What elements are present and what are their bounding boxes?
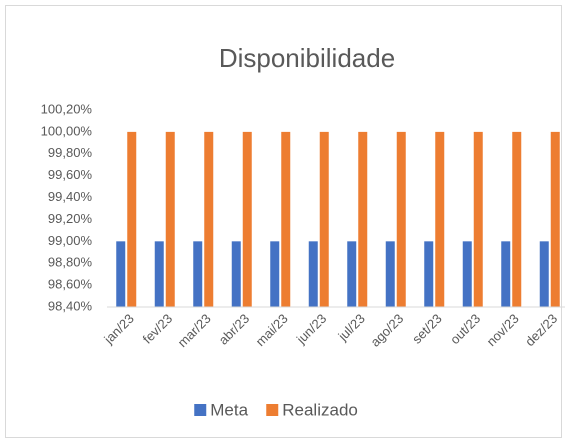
y-tick-label: 100,20% <box>41 101 93 116</box>
bar <box>281 131 291 307</box>
bar <box>193 241 203 307</box>
bar <box>127 131 137 307</box>
legend-swatch <box>194 404 207 416</box>
legend-swatch <box>266 404 279 416</box>
y-tick-label: 99,80% <box>48 145 93 160</box>
bar <box>154 241 164 307</box>
bar <box>270 241 280 307</box>
bar <box>435 131 445 307</box>
bar <box>385 241 395 307</box>
bar <box>319 131 329 307</box>
bar <box>539 241 549 307</box>
legend-label: Realizado <box>282 400 358 419</box>
y-tick-label: 99,00% <box>48 233 93 248</box>
legend-label: Meta <box>210 400 248 419</box>
y-tick-label: 99,20% <box>48 211 93 226</box>
bar <box>231 241 241 307</box>
y-tick-label: 98,40% <box>48 298 93 313</box>
bar <box>473 131 483 307</box>
bar <box>358 131 368 307</box>
chart-title: Disponibilidade <box>219 43 395 73</box>
bar <box>242 131 252 307</box>
bar <box>308 241 318 307</box>
y-tick-label: 100,00% <box>41 123 93 138</box>
bar <box>396 131 406 307</box>
y-tick-label: 98,80% <box>48 255 93 270</box>
bar <box>512 131 522 307</box>
bar <box>501 241 511 307</box>
y-tick-label: 99,60% <box>48 167 93 182</box>
bar <box>424 241 434 307</box>
y-tick-label: 99,40% <box>48 189 93 204</box>
y-tick-label: 98,60% <box>48 277 93 292</box>
bar <box>116 241 126 307</box>
bar <box>347 241 357 307</box>
bar <box>550 131 560 307</box>
bar <box>204 131 214 307</box>
bar <box>462 241 472 307</box>
bar <box>165 131 175 307</box>
